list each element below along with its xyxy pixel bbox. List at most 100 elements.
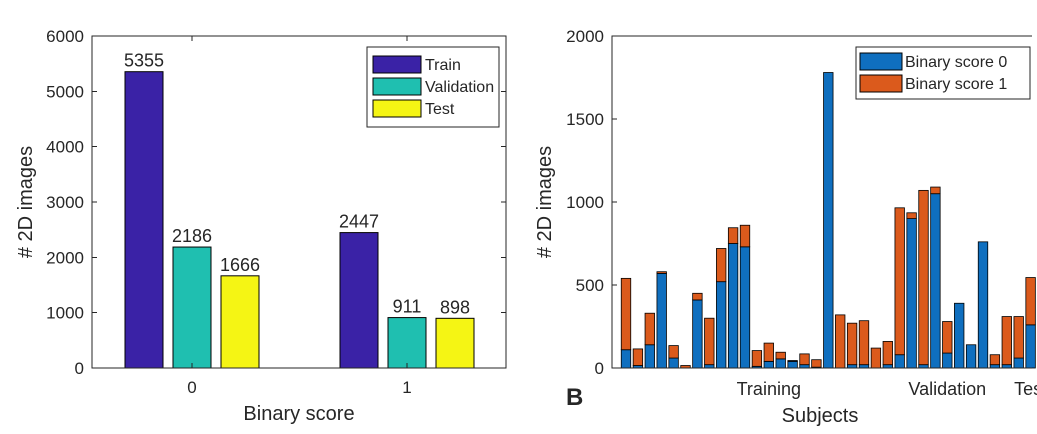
left-y-tick-label: 6000 (46, 27, 84, 46)
data-label-validation-score-1: 911 (393, 297, 422, 317)
left-legend: Train Validation Test (366, 46, 500, 128)
stacked-bar-subject-3-score-1 (644, 312, 655, 346)
legend-label-train: Train (425, 57, 461, 74)
stacked-bar-subject-23-score-1 (882, 341, 893, 366)
panel-label: B (566, 384, 583, 411)
right-x-axis-label: Subjects (782, 405, 859, 427)
stacked-bar-subject-15-score-0 (787, 360, 798, 369)
stacked-bar-subject-3-score-0 (644, 344, 655, 369)
right-y-tick-label: 500 (576, 276, 604, 295)
stacked-bar-subject-31-score-0 (977, 241, 989, 369)
stacked-bar-subject-12-score-1 (751, 350, 763, 367)
stacked-bar-subject-11-score-0 (739, 246, 751, 369)
right-y-tick-label: 0 (595, 359, 604, 378)
stacked-bar-subject-10-score-0 (727, 243, 739, 369)
left-y-tick-label: 0 (75, 359, 84, 378)
legend-swatch-test (372, 99, 422, 118)
bar-train-score-1 (339, 232, 379, 369)
stacked-bar-subject-16-score-1 (799, 353, 810, 366)
data-label-train-score-1: 2447 (339, 212, 379, 232)
stacked-bar-subject-25-score-0 (906, 218, 917, 369)
bar-validation-score-1 (387, 317, 427, 369)
left-x-axis-label: Binary score (243, 403, 354, 425)
stacked-bar-subject-4-score-1 (656, 271, 667, 274)
stacked-bar-subject-5-score-1 (668, 345, 679, 359)
stacked-bar-subject-34-score-1 (1013, 316, 1024, 359)
left-y-tick-label: 5000 (46, 82, 84, 101)
left-axes-box (91, 35, 507, 369)
stacked-bar-subject-5-score-0 (668, 357, 679, 369)
stacked-bar-subject-19-score-1 (835, 314, 846, 369)
stacked-bar-subject-9-score-0 (716, 281, 727, 369)
stacked-bar-subject-13-score-0 (763, 360, 774, 369)
bar-test-score-0 (220, 275, 260, 369)
stacked-bar-subject-10-score-1 (727, 227, 739, 244)
left-x-tick-label: 1 (402, 378, 411, 397)
left-y-tick-label: 4000 (46, 138, 84, 157)
stacked-bar-subject-28-score-0 (942, 352, 953, 369)
data-label-test-score-0: 1666 (220, 255, 260, 275)
stacked-bar-subject-20-score-1 (846, 322, 858, 366)
stacked-bar-subject-14-score-0 (775, 358, 786, 369)
stacked-bar-subject-8-score-1 (704, 317, 715, 366)
stacked-bar-subject-34-score-0 (1013, 357, 1024, 369)
stacked-bar-subject-2-score-1 (632, 348, 644, 366)
left-x-tick-label: 0 (187, 378, 196, 397)
stacked-bar-subject-30-score-0 (965, 344, 977, 369)
stacked-bar-subject-13-score-1 (763, 342, 774, 362)
stacked-bar-subject-24-score-1 (894, 207, 905, 356)
stacked-bar-subject-18-score-0 (823, 72, 834, 369)
stacked-bar-subject-27-score-0 (930, 193, 941, 369)
group-label-test: Test (1014, 379, 1037, 399)
stacked-bar-subject-17-score-1 (811, 359, 822, 368)
stacked-bar-subject-35-score-0 (1025, 324, 1036, 369)
stacked-bar-subject-11-score-1 (739, 224, 751, 248)
right-legend: Binary score 0 Binary score 1 (855, 46, 1031, 100)
legend-swatch-train (372, 55, 422, 74)
right-y-tick-label: 1500 (566, 110, 604, 129)
group-label-validation: Validation (908, 379, 986, 399)
bar-validation-score-0 (172, 246, 212, 369)
left-y-tick-label: 2000 (46, 248, 84, 267)
stacked-bar-subject-4-score-0 (656, 272, 667, 369)
stacked-bar-subject-1-score-0 (620, 349, 632, 369)
stacked-bar-subject-26-score-1 (918, 189, 929, 366)
legend-swatch-validation (372, 77, 422, 96)
stacked-bar-subject-28-score-1 (942, 321, 953, 354)
stacked-bar-subject-15-score-1 (787, 360, 798, 362)
legend-swatch-binary-score-1 (859, 74, 903, 93)
stacked-bar-subject-33-score-1 (1001, 316, 1012, 366)
stacked-bar-subject-32-score-1 (989, 354, 1001, 366)
legend-label-binary-score-1: Binary score 1 (905, 76, 1007, 93)
group-label-training: Training (737, 379, 801, 399)
data-label-validation-score-0: 2186 (172, 226, 212, 246)
legend-label-test: Test (425, 101, 455, 118)
stacked-bar-subject-9-score-1 (716, 248, 727, 283)
data-label-test-score-1: 898 (440, 297, 470, 317)
bar-test-score-1 (435, 317, 475, 369)
stacked-bar-subject-25-score-1 (906, 212, 917, 219)
stacked-bar-subject-24-score-0 (894, 354, 905, 369)
stacked-bar-subject-1-score-1 (620, 277, 632, 351)
stacked-bar-subject-29-score-0 (954, 302, 965, 369)
legend-label-validation: Validation (425, 79, 494, 96)
chart-left-binary-score: 5355 2447 2186 911 1666 898 0 1000 2000 3000 4000… (15, 27, 507, 425)
stacked-bar-subject-7-score-1 (692, 292, 703, 301)
stacked-bar-subject-35-score-1 (1025, 277, 1036, 326)
stacked-bar-subject-21-score-1 (858, 320, 870, 366)
legend-swatch-binary-score-0 (859, 52, 903, 71)
stacked-bar-subject-14-score-1 (775, 351, 786, 360)
data-label-train-score-0: 5355 (124, 51, 164, 71)
right-axes-box (611, 35, 1032, 369)
stacked-bar-subject-22-score-1 (870, 347, 882, 369)
legend-label-binary-score-0: Binary score 0 (905, 54, 1007, 71)
right-y-tick-label: 2000 (566, 27, 604, 46)
stacked-bar-subject-7-score-0 (692, 299, 703, 369)
left-y-tick-label: 3000 (46, 193, 84, 212)
bar-train-score-0 (124, 71, 164, 369)
stacked-bar-subject-27-score-1 (930, 186, 941, 195)
left-y-tick-label: 1000 (46, 304, 84, 323)
